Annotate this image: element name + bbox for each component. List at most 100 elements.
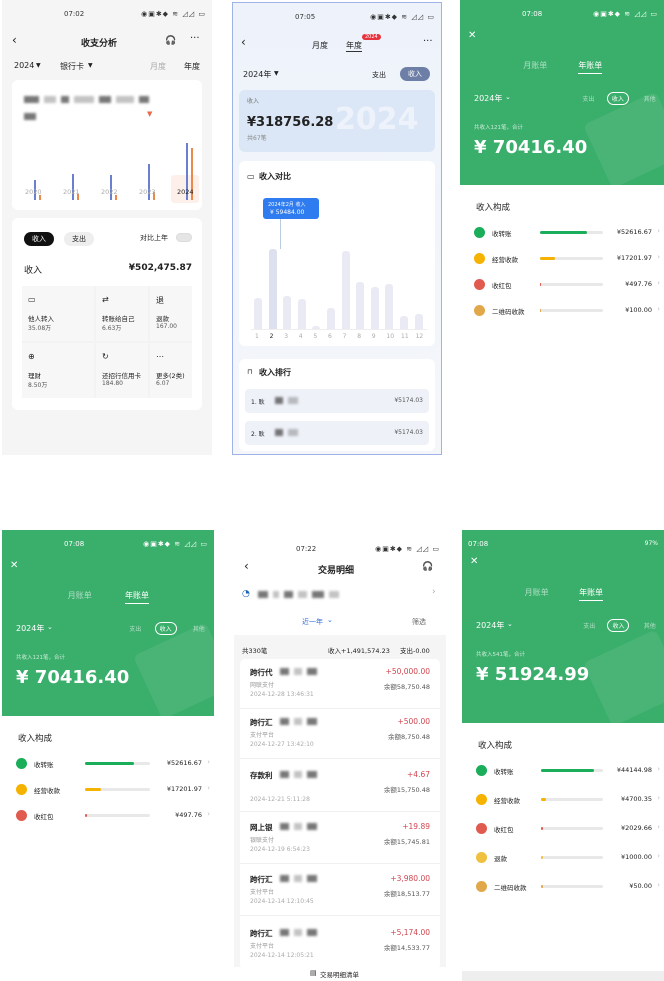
month-bar[interactable]	[254, 297, 262, 329]
month-tick-label[interactable]: 6	[328, 333, 332, 340]
back-icon[interactable]: ‹	[241, 35, 246, 49]
tab-year[interactable]: 年度	[184, 62, 200, 71]
customer-service-icon[interactable]: 🎧	[422, 562, 434, 572]
month-tick-label[interactable]: 12	[415, 333, 424, 340]
account-chevron-icon[interactable]: ›	[432, 587, 436, 597]
tab-month-bill[interactable]: 月账单	[67, 591, 92, 600]
category-tile[interactable]: ⊕ 理财 8.50万	[22, 343, 94, 398]
ranking-row[interactable]: 2. 耿 ¥5174.03	[245, 421, 429, 445]
other-filter[interactable]: 其他	[643, 623, 656, 630]
transaction-row[interactable]: 跨行汇 支付平台 2024-12-14 12:10:45 +3,980.00 余额18,…	[240, 866, 440, 916]
category-tile[interactable]: 退退款 167.00	[150, 286, 192, 341]
year-tick-label[interactable]: 2020	[25, 188, 42, 196]
tab-year[interactable]: 年度	[346, 41, 362, 52]
more-icon[interactable]: ···	[190, 33, 200, 44]
month-bar[interactable]	[370, 286, 379, 329]
headset-icon[interactable]: 🎧	[165, 36, 177, 46]
transaction-row[interactable]: 跨行代 网联支付 2024-12-28 13:46:31 +50,000.00 余额58…	[240, 659, 440, 709]
year-tick-label[interactable]: 2022	[101, 188, 118, 196]
tab-month-bill[interactable]: 月账单	[523, 61, 548, 70]
filter-button[interactable]: 筛选	[412, 618, 426, 626]
other-filter[interactable]: 其他	[643, 96, 656, 103]
income-filter[interactable]: 收入	[154, 622, 177, 635]
month-tick-label[interactable]: 11	[401, 333, 409, 340]
statement-footer[interactable]: ▤ 交易明细清单	[234, 967, 446, 981]
month-tick-label[interactable]: 4	[298, 333, 303, 340]
income-category-row[interactable]: 二维码收款 ¥100.00 ›	[460, 305, 664, 321]
expense-filter[interactable]: 支出	[129, 626, 142, 633]
income-category-row[interactable]: 收红包 ¥497.76 ›	[460, 279, 664, 295]
month-bar[interactable]	[385, 283, 394, 329]
tab-year-bill[interactable]: 年账单	[579, 587, 604, 601]
income-filter[interactable]: 收入	[607, 619, 630, 632]
category-tile[interactable]: ⇄ 转账给自己 6.63万	[96, 286, 148, 341]
year-dropdown[interactable]: 2024年	[474, 94, 503, 103]
chevron-right-icon: ›	[657, 852, 660, 860]
year-dropdown[interactable]: 2024年	[243, 70, 272, 79]
month-tick-label[interactable]: 10	[386, 333, 395, 340]
income-category-row[interactable]: 经营收款 ¥17201.97 ›	[2, 784, 214, 800]
month-bar[interactable]	[268, 248, 277, 329]
transaction-row[interactable]: 跨行汇 支付平台 2024-12-14 12:05:21 +5,174.00 余额14,…	[240, 920, 440, 970]
year-dropdown[interactable]: 2024	[14, 61, 35, 70]
month-bar[interactable]	[341, 251, 350, 329]
month-bar[interactable]	[312, 326, 321, 329]
back-icon[interactable]: ‹	[12, 33, 17, 47]
month-tick-label[interactable]: 8	[357, 333, 362, 340]
month-bar[interactable]	[356, 282, 365, 329]
month-bar[interactable]	[297, 299, 306, 329]
income-tab[interactable]: 收入	[400, 67, 430, 81]
compare-switch[interactable]	[176, 233, 192, 242]
tab-year-bill[interactable]: 年账单	[124, 590, 149, 604]
period-dropdown[interactable]: 近一年	[302, 618, 323, 626]
income-category-row[interactable]: 收转账 ¥44144.98 ›	[462, 765, 664, 781]
expense-tab[interactable]: 支出	[372, 71, 386, 79]
income-category-row[interactable]: 经营收款 ¥4700.35 ›	[462, 794, 664, 810]
income-category-row[interactable]: 收转账 ¥52616.67 ›	[2, 758, 214, 774]
month-tick-label[interactable]: 3	[284, 333, 289, 340]
tab-month[interactable]: 月度	[312, 41, 328, 50]
income-category-row[interactable]: 退款 ¥1000.00 ›	[462, 852, 664, 868]
account-dropdown[interactable]: 银行卡	[60, 62, 84, 71]
category-tile[interactable]: ⋯ 更多(2类) 6.07	[150, 343, 192, 398]
tab-month-bill[interactable]: 月账单	[524, 588, 549, 597]
income-category-row[interactable]: 二维码收款 ¥50.00 ›	[462, 881, 664, 897]
year-tick-label[interactable]: 2021	[63, 188, 80, 196]
month-bar[interactable]	[400, 316, 408, 329]
month-tick-label[interactable]: 5	[313, 333, 318, 340]
month-bar[interactable]	[414, 313, 423, 329]
income-category-row[interactable]: 收红包 ¥497.76 ›	[2, 810, 214, 826]
expense-filter[interactable]: 支出	[582, 96, 595, 103]
month-tick-label[interactable]: 7	[342, 333, 347, 340]
more-icon[interactable]: ···	[423, 36, 433, 47]
year-dropdown[interactable]: 2024年	[16, 624, 45, 633]
category-tile[interactable]: ▭ 他人转入 35.08万	[22, 286, 94, 341]
tab-month[interactable]: 月度	[150, 62, 166, 71]
transaction-row[interactable]: 存款利 2024-12-21 5:11:28 +4.67 余额15,750.48	[240, 762, 440, 812]
category-tile[interactable]: ↻ 还招行信用卡 184.80	[96, 343, 148, 398]
month-tick-label[interactable]: 1	[255, 333, 259, 340]
close-icon[interactable]: ✕	[10, 560, 19, 571]
transaction-row[interactable]: 网上银 银联支付 2024-12-19 6:54:23 +19.89 余额15,745.…	[240, 814, 440, 864]
transaction-row[interactable]: 跨行汇 支付平台 2024-12-27 13:42:10 +500.00 余额8,750…	[240, 709, 440, 759]
close-icon[interactable]: ✕	[470, 556, 479, 567]
income-filter[interactable]: 收入	[606, 92, 629, 105]
month-tick-label[interactable]: 9	[371, 333, 376, 340]
income-category-row[interactable]: 收红包 ¥2029.66 ›	[462, 823, 664, 839]
year-tick-label[interactable]: 2024	[177, 188, 194, 196]
back-icon[interactable]: ‹	[244, 559, 249, 573]
income-category-row[interactable]: 收转账 ¥52616.67 ›	[460, 227, 664, 243]
year-tick-label[interactable]: 2023	[139, 188, 156, 196]
month-bar[interactable]	[327, 308, 335, 329]
income-toggle[interactable]: 收入	[24, 232, 54, 246]
other-filter[interactable]: 其他	[192, 626, 205, 633]
expense-filter[interactable]: 支出	[583, 623, 596, 630]
expense-toggle[interactable]: 支出	[64, 232, 94, 246]
month-tick-label[interactable]: 2	[269, 333, 274, 340]
tab-year-bill[interactable]: 年账单	[578, 60, 603, 74]
month-bar[interactable]	[283, 296, 292, 329]
ranking-row[interactable]: 1. 耿 ¥5174.03	[245, 389, 429, 413]
income-category-row[interactable]: 经营收款 ¥17201.97 ›	[460, 253, 664, 269]
year-dropdown[interactable]: 2024年	[476, 621, 505, 630]
close-icon[interactable]: ✕	[468, 30, 477, 41]
